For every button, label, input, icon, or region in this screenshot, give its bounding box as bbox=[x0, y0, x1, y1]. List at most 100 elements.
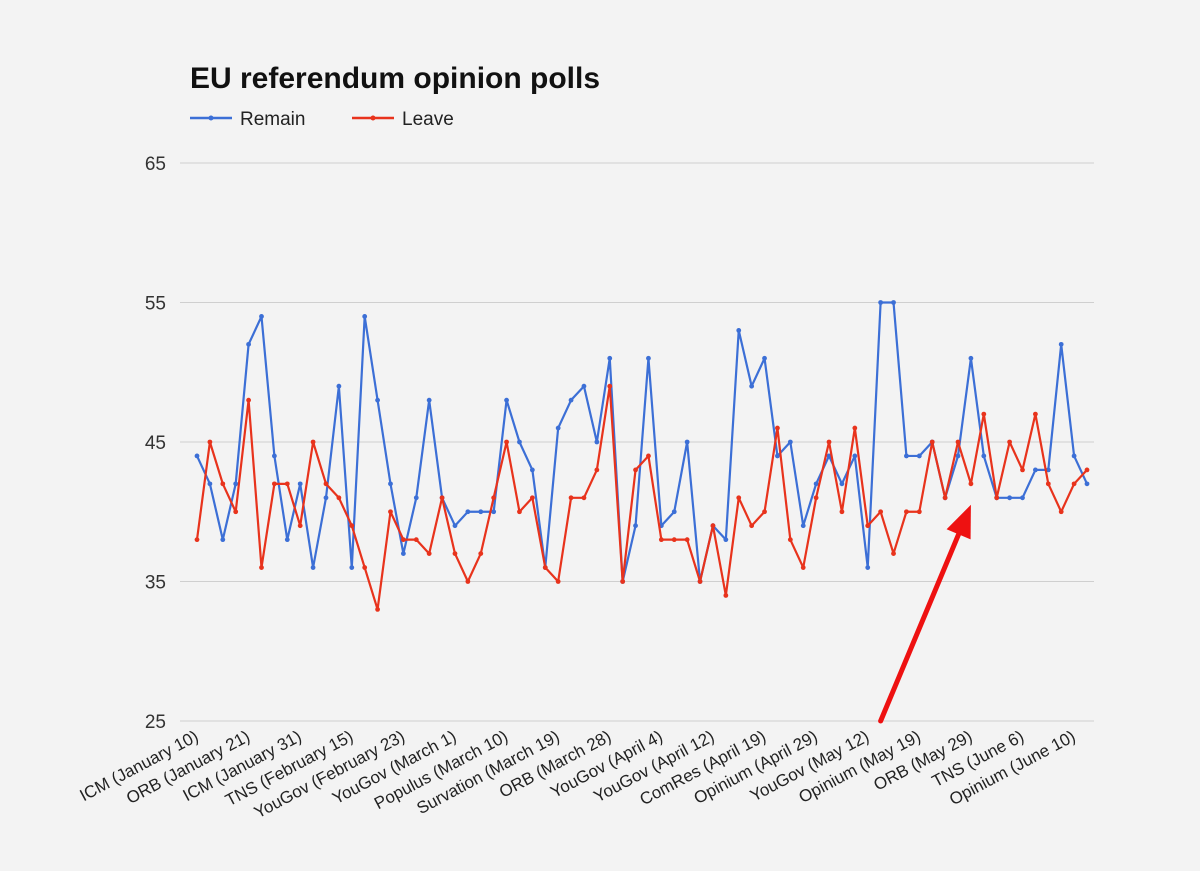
data-point-leave bbox=[607, 383, 613, 389]
data-point-leave bbox=[1007, 439, 1013, 445]
data-point-leave bbox=[194, 537, 200, 543]
data-point-remain bbox=[762, 355, 767, 361]
data-point-remain bbox=[1020, 495, 1025, 501]
data-point-leave bbox=[749, 523, 755, 529]
data-point-leave bbox=[1084, 467, 1090, 473]
data-point-leave bbox=[349, 523, 355, 529]
data-point-remain bbox=[426, 397, 432, 403]
data-point-leave bbox=[452, 551, 458, 556]
data-point-remain bbox=[736, 328, 742, 333]
data-point-leave bbox=[426, 551, 432, 556]
data-point-leave bbox=[723, 593, 729, 598]
legend-remain-label: Remain bbox=[240, 109, 305, 130]
data-point-remain bbox=[904, 453, 909, 459]
data-point-remain bbox=[594, 439, 600, 445]
data-point-remain bbox=[452, 523, 458, 529]
data-point-leave bbox=[413, 537, 419, 543]
data-point-leave bbox=[220, 481, 226, 487]
data-point-remain bbox=[233, 481, 239, 487]
data-point-remain bbox=[1084, 481, 1090, 487]
data-point-leave bbox=[658, 537, 664, 543]
data-point-remain bbox=[839, 481, 845, 487]
data-point-leave bbox=[310, 439, 316, 445]
data-point-leave bbox=[323, 481, 329, 487]
legend-item-remain: Remain bbox=[190, 109, 305, 130]
data-point-leave bbox=[362, 565, 368, 570]
data-point-leave bbox=[465, 579, 471, 584]
data-point-leave bbox=[517, 509, 522, 515]
data-point-remain bbox=[246, 341, 251, 347]
x-axis-ticks: ICM (January 10)ORB (January 21)ICM (Jan… bbox=[77, 727, 1079, 822]
data-point-leave bbox=[929, 439, 935, 445]
data-point-remain bbox=[878, 300, 884, 305]
series-leave bbox=[194, 383, 1090, 612]
series-line-leave bbox=[195, 385, 1088, 611]
arrow-shaft bbox=[878, 531, 962, 724]
data-point-leave bbox=[555, 579, 561, 584]
data-point-leave bbox=[916, 509, 922, 515]
data-point-leave bbox=[233, 509, 239, 515]
data-point-remain bbox=[633, 523, 638, 529]
data-point-leave bbox=[594, 467, 600, 473]
data-point-leave bbox=[529, 495, 535, 501]
data-point-leave bbox=[400, 537, 406, 543]
legend-item-leave: Leave bbox=[352, 109, 454, 130]
data-point-remain bbox=[813, 481, 819, 487]
data-point-leave bbox=[1058, 509, 1064, 515]
data-point-remain bbox=[865, 565, 871, 570]
data-point-remain bbox=[349, 565, 355, 570]
legend-remain-marker bbox=[208, 115, 214, 121]
data-point-leave bbox=[646, 453, 651, 459]
data-point-leave bbox=[697, 579, 703, 584]
data-point-remain bbox=[581, 383, 587, 389]
data-point-leave bbox=[1045, 481, 1051, 487]
data-point-leave bbox=[491, 495, 497, 501]
data-point-remain bbox=[723, 537, 729, 543]
data-point-leave bbox=[865, 523, 871, 529]
data-point-remain bbox=[749, 383, 755, 389]
data-point-remain bbox=[310, 565, 316, 570]
legend-leave-label: Leave bbox=[402, 109, 454, 130]
data-point-leave bbox=[1020, 467, 1025, 473]
data-point-remain bbox=[684, 439, 690, 445]
data-point-leave bbox=[1033, 411, 1038, 417]
data-point-remain bbox=[284, 537, 290, 543]
data-point-leave bbox=[542, 565, 548, 570]
data-point-remain bbox=[323, 495, 329, 501]
data-point-leave bbox=[762, 509, 767, 515]
data-point-leave bbox=[710, 523, 716, 529]
data-point-remain bbox=[1033, 467, 1038, 473]
data-point-remain bbox=[362, 314, 368, 319]
data-point-leave bbox=[787, 537, 793, 543]
data-point-leave bbox=[736, 495, 742, 501]
data-point-remain bbox=[478, 509, 484, 515]
data-point-remain bbox=[955, 453, 961, 459]
data-point-leave bbox=[852, 425, 858, 431]
data-point-remain bbox=[671, 509, 677, 515]
data-point-remain bbox=[968, 355, 974, 361]
data-point-leave bbox=[981, 411, 987, 417]
data-point-remain bbox=[400, 551, 406, 556]
data-point-remain bbox=[1007, 495, 1013, 501]
data-point-leave bbox=[259, 565, 264, 570]
data-point-leave bbox=[439, 495, 445, 501]
data-point-remain bbox=[775, 453, 780, 459]
legend: Remain Leave bbox=[190, 109, 454, 130]
data-point-remain bbox=[517, 439, 522, 445]
data-point-leave bbox=[800, 565, 806, 570]
data-point-leave bbox=[633, 467, 638, 473]
data-point-remain bbox=[194, 453, 200, 459]
data-point-leave bbox=[839, 509, 845, 515]
data-point-leave bbox=[388, 509, 393, 515]
annotation-arrow bbox=[878, 504, 971, 724]
data-point-remain bbox=[413, 495, 419, 501]
data-point-remain bbox=[607, 355, 613, 361]
data-point-leave bbox=[336, 495, 342, 501]
data-point-leave bbox=[284, 481, 290, 487]
data-point-leave bbox=[478, 551, 484, 556]
data-point-leave bbox=[375, 607, 380, 612]
data-point-leave bbox=[671, 537, 677, 543]
data-point-leave bbox=[620, 579, 626, 584]
